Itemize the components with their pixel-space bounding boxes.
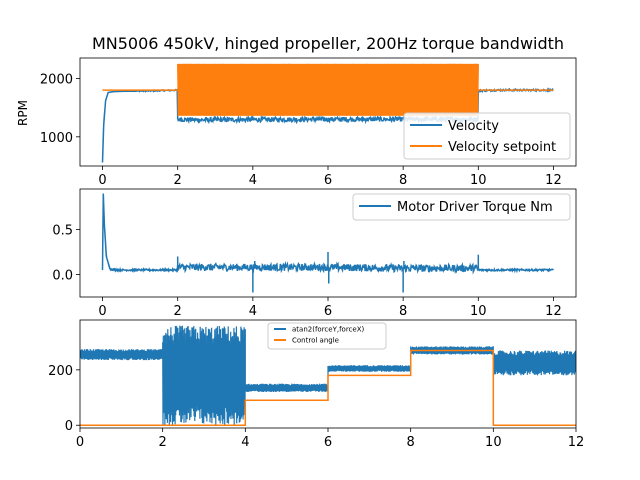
series-line bbox=[101, 87, 554, 163]
panel-velocity: 0 2 4 6 8 10 12 1000 2000 Velocity Velocity setpoi… bbox=[40, 57, 577, 188]
x-tick-label: 10 bbox=[470, 173, 487, 188]
x-tick-label: 10 bbox=[485, 435, 502, 450]
y-tick-label: 0.5 bbox=[52, 224, 73, 239]
legend-label: Velocity setpoint bbox=[448, 140, 556, 155]
x-tick-label: 8 bbox=[399, 173, 407, 188]
y-tick-label: 2000 bbox=[40, 72, 73, 87]
x-tick-label: 8 bbox=[407, 435, 415, 450]
x-tick-label: 8 bbox=[399, 304, 407, 319]
y-tick-label: 0 bbox=[65, 419, 73, 434]
x-tick-label: 6 bbox=[324, 173, 332, 188]
x-tick-label: 12 bbox=[568, 435, 585, 450]
x-tick-label: 2 bbox=[159, 435, 167, 450]
x-tick-label: 2 bbox=[174, 173, 182, 188]
y-tick-label: 1000 bbox=[40, 131, 73, 146]
x-tick-label: 0 bbox=[98, 173, 106, 188]
series-velocity bbox=[101, 87, 554, 163]
legend-label: Velocity bbox=[448, 119, 499, 134]
x-tick-label: 10 bbox=[470, 304, 487, 319]
legend-label: Control angle bbox=[292, 337, 339, 345]
series-control-angle bbox=[80, 349, 576, 426]
legend-frame bbox=[267, 322, 387, 350]
x-tick-label: 4 bbox=[249, 173, 257, 188]
legend: Motor Driver Torque Nm bbox=[352, 193, 571, 221]
x-tick-label: 4 bbox=[241, 435, 249, 450]
x-tick-label: 12 bbox=[545, 173, 562, 188]
series-velocity-setpoint bbox=[102, 63, 554, 116]
legend-frame bbox=[352, 193, 571, 221]
legend-label: atan2(forceY,forceX) bbox=[292, 326, 364, 334]
y-tick-label: 0.0 bbox=[52, 269, 73, 284]
x-tick-label: 2 bbox=[174, 304, 182, 319]
series-line bbox=[80, 349, 576, 426]
y-tick-label: 200 bbox=[48, 364, 73, 379]
series-line bbox=[101, 193, 554, 275]
legend-label: Motor Driver Torque Nm bbox=[397, 200, 553, 215]
series-motor-driver-torque-nm bbox=[101, 193, 554, 293]
x-tick-label: 0 bbox=[98, 304, 106, 319]
x-tick-label: 0 bbox=[76, 435, 84, 450]
x-tick-label: 6 bbox=[324, 304, 332, 319]
x-tick-label: 4 bbox=[249, 304, 257, 319]
legend: Velocity Velocity setpoint bbox=[403, 112, 571, 160]
y-axis-label-rpm: RPM bbox=[16, 100, 30, 126]
legend: atan2(forceY,forceX) Control angle bbox=[267, 322, 387, 350]
panel-torque: 0 2 4 6 8 10 12 0.0 0.5 Motor Driver Torque Nm bbox=[52, 188, 577, 319]
x-tick-label: 12 bbox=[545, 304, 562, 319]
panel-angle: 0 2 4 6 8 10 12 0 200 atan2(forceY,forceX) Control… bbox=[48, 319, 585, 450]
setpoint-band-edge bbox=[177, 63, 479, 116]
chart-title: MN5006 450kV, hinged propeller, 200Hz to… bbox=[92, 34, 564, 53]
legend-frame bbox=[403, 112, 571, 160]
x-tick-label: 6 bbox=[324, 435, 332, 450]
